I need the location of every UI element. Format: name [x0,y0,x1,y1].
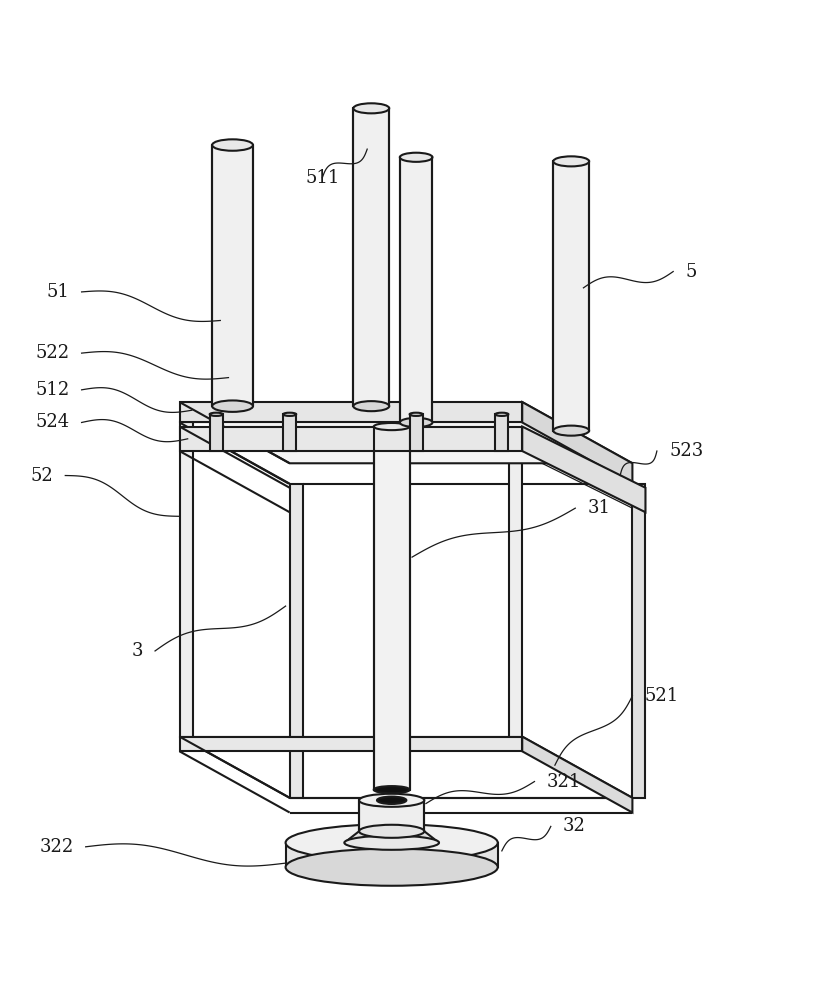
Text: 522: 522 [35,344,69,362]
Text: 3: 3 [131,642,143,660]
Text: 51: 51 [47,283,69,301]
Ellipse shape [374,423,410,430]
Ellipse shape [286,849,498,886]
Text: 5: 5 [685,263,697,281]
Text: 524: 524 [35,413,69,431]
Polygon shape [286,843,498,867]
Text: 32: 32 [563,817,586,835]
Ellipse shape [344,836,439,850]
Polygon shape [180,422,193,737]
Polygon shape [180,737,522,751]
Polygon shape [522,402,632,484]
Text: 512: 512 [35,381,69,399]
Polygon shape [632,484,645,798]
Polygon shape [180,402,522,422]
Text: 511: 511 [305,169,339,187]
Polygon shape [180,427,522,451]
Ellipse shape [495,413,508,416]
Ellipse shape [377,797,406,804]
Polygon shape [210,414,223,451]
Ellipse shape [212,139,253,151]
Polygon shape [374,427,410,790]
Polygon shape [522,427,645,512]
Ellipse shape [410,413,423,416]
Polygon shape [410,414,423,451]
Polygon shape [283,414,296,451]
Polygon shape [553,161,589,431]
Ellipse shape [353,103,389,113]
Ellipse shape [553,156,589,166]
Ellipse shape [400,153,432,162]
Ellipse shape [283,413,296,416]
Polygon shape [180,402,632,463]
Ellipse shape [553,426,589,436]
Ellipse shape [210,413,223,416]
Polygon shape [495,414,508,451]
Ellipse shape [400,418,432,427]
Ellipse shape [359,794,424,807]
Polygon shape [509,422,522,737]
Text: 523: 523 [669,442,703,460]
Text: 52: 52 [30,467,53,485]
Ellipse shape [212,400,253,412]
Polygon shape [290,484,303,798]
Polygon shape [212,145,253,406]
Polygon shape [344,831,439,843]
Polygon shape [400,157,432,422]
Polygon shape [522,737,632,813]
Polygon shape [359,800,424,831]
Ellipse shape [374,786,410,793]
Ellipse shape [359,825,424,838]
Ellipse shape [353,401,389,411]
Ellipse shape [286,824,498,861]
Text: 322: 322 [39,838,73,856]
Polygon shape [353,108,389,406]
Text: 521: 521 [645,687,679,705]
Text: 321: 321 [547,773,581,791]
Text: 31: 31 [588,499,610,517]
